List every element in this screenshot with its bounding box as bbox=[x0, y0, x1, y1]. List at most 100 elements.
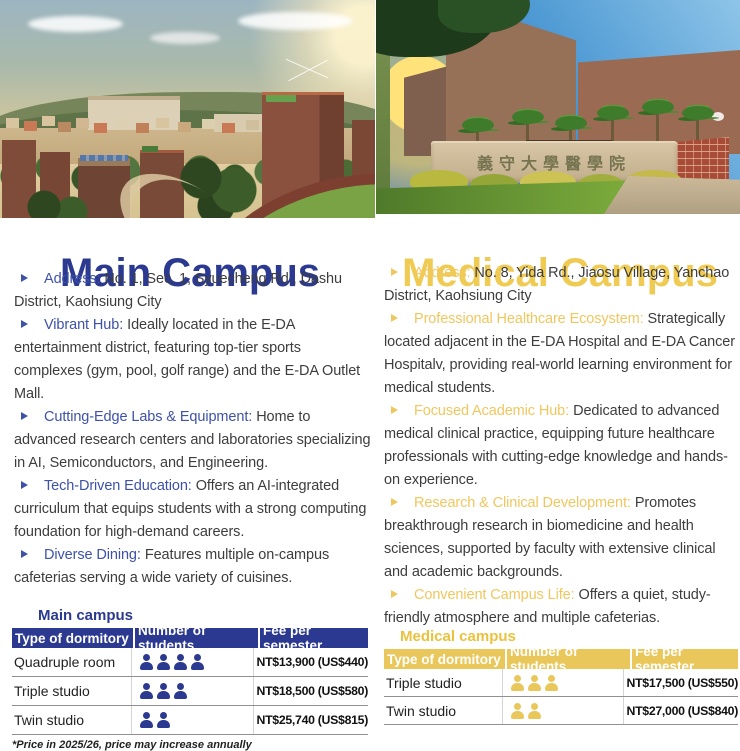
bullet-triangle-icon bbox=[391, 406, 398, 414]
main-campus-feature-list: Address: No. 1, Sec. 1, Syuecheng Rd., Da… bbox=[14, 268, 372, 590]
item-label: Address: bbox=[414, 265, 471, 281]
green-roof bbox=[142, 146, 158, 152]
bullet-triangle-icon bbox=[21, 274, 28, 282]
item-label: Research & Clinical Development: bbox=[414, 495, 631, 511]
list-item: Tech-Driven Education: Offers an AI-integ… bbox=[14, 475, 372, 544]
main-campus-dorm-table: Main campus Type of dormitory Number of … bbox=[12, 607, 368, 751]
trees bbox=[176, 148, 266, 218]
hospital-logo bbox=[712, 112, 724, 121]
palm-tree-icon bbox=[642, 100, 674, 114]
list-item: Diverse Dining: Features multiple on-camp… bbox=[14, 544, 372, 590]
list-item: Focused Academic Hub: Dedicated to advanc… bbox=[384, 400, 740, 492]
person-icon bbox=[510, 674, 524, 691]
item-text: Offers an AI-integrated curriculum that … bbox=[14, 478, 367, 540]
person-icon bbox=[139, 654, 153, 670]
palm-tree-icon bbox=[462, 118, 494, 132]
person-icon bbox=[544, 674, 558, 691]
person-icon bbox=[173, 654, 187, 670]
table-row: Triple studio NT$17,500 (US$550) bbox=[384, 669, 738, 697]
dorm-type-cell: Triple studio bbox=[386, 674, 462, 691]
item-label: Address: bbox=[44, 271, 101, 287]
palm-tree-icon bbox=[682, 106, 714, 120]
item-label: Professional Healthcare Ecosystem: bbox=[414, 311, 644, 327]
bullet-triangle-icon bbox=[21, 550, 28, 558]
dormitory-building bbox=[352, 120, 375, 190]
item-label: Focused Academic Hub: bbox=[414, 403, 570, 419]
medical-campus-photo: 義守大學醫學院 bbox=[376, 0, 740, 214]
table-header-row: Type of dormitory Number of students Fee… bbox=[12, 623, 368, 653]
table-row: Twin studio NT$27,000 (US$840) bbox=[384, 697, 738, 725]
price-footnote: *Price in 2025/26, price may increase an… bbox=[12, 739, 252, 751]
palm-tree-icon bbox=[555, 116, 587, 130]
item-text: Strategically located adjacent in the E-… bbox=[384, 311, 735, 396]
campus-sign-text: 義守大學醫學院 bbox=[476, 156, 631, 173]
medical-campus-heading: Medical Campus bbox=[402, 250, 718, 295]
roof-terrace bbox=[266, 95, 296, 102]
fee-cell: NT$13,900 (US$440) bbox=[256, 655, 369, 669]
bullet-triangle-icon bbox=[21, 320, 28, 328]
person-icon bbox=[139, 712, 153, 728]
item-text: Promotes breakthrough research in biomed… bbox=[384, 495, 716, 580]
header-fee-per-semester: Fee per semester bbox=[258, 623, 368, 653]
table-title: Main campus bbox=[38, 607, 134, 624]
dorm-type-cell: Twin studio bbox=[386, 702, 457, 719]
item-text: No. 8, Yida Rd., Jiaosu Village, Yanchao… bbox=[384, 265, 730, 304]
students-cell bbox=[130, 677, 254, 705]
item-label: Convenient Campus Life: bbox=[414, 587, 575, 603]
item-text: No. 1, Sec. 1, Syuecheng Rd., Dashu Dist… bbox=[14, 271, 342, 310]
item-label: Tech-Driven Education: bbox=[44, 478, 192, 494]
bullet-triangle-icon bbox=[391, 590, 398, 598]
bullet-triangle-icon bbox=[391, 268, 398, 276]
palm-tree-icon bbox=[512, 110, 544, 124]
dorm-type-cell: Twin studio bbox=[14, 712, 85, 728]
table-title: Medical campus bbox=[400, 628, 516, 645]
bullet-triangle-icon bbox=[391, 498, 398, 506]
person-icon bbox=[156, 683, 170, 699]
person-icon bbox=[139, 683, 153, 699]
fee-cell: NT$27,000 (US$840) bbox=[626, 703, 739, 718]
table-row: Triple studio NT$18,500 (US$580) bbox=[12, 677, 368, 706]
trees bbox=[24, 182, 94, 218]
medical-campus-feature-list: Address: No. 8, Yida Rd., Jiaosu Village,… bbox=[384, 262, 740, 630]
list-item: Address: No. 8, Yida Rd., Jiaosu Village,… bbox=[384, 262, 740, 308]
table-header-row: Type of dormitory Number of students Fee… bbox=[384, 644, 738, 674]
students-cell bbox=[130, 706, 254, 734]
fee-cell: NT$17,500 (US$550) bbox=[626, 675, 739, 690]
header-number-of-students: Number of students bbox=[133, 623, 258, 653]
item-label: Diverse Dining: bbox=[44, 547, 141, 563]
palm-trunk bbox=[526, 122, 529, 152]
palm-trunk bbox=[696, 118, 699, 148]
header-type-of-dormitory: Type of dormitory bbox=[15, 630, 129, 646]
item-text: Ideally located in the E-DA entertainmen… bbox=[14, 317, 361, 402]
person-icon bbox=[190, 654, 204, 670]
list-item: Vibrant Hub: Ideally located in the E-DA … bbox=[14, 314, 372, 406]
list-item: Address: No. 1, Sec. 1, Syuecheng Rd., Da… bbox=[14, 268, 372, 314]
table-row: Twin studio NT$25,740 (US$815) bbox=[12, 706, 368, 735]
list-item: Research & Clinical Development: Promotes… bbox=[384, 492, 740, 584]
header-type-of-dormitory: Type of dormitory bbox=[387, 651, 501, 667]
main-campus-photo bbox=[0, 0, 375, 218]
fee-cell: NT$25,740 (US$815) bbox=[256, 713, 369, 727]
dorm-type-cell: Quadruple room bbox=[14, 654, 116, 670]
person-icon bbox=[156, 712, 170, 728]
item-label: Vibrant Hub: bbox=[44, 317, 124, 333]
item-text: Features multiple on-campus cafeterias s… bbox=[14, 547, 330, 586]
person-icon bbox=[527, 702, 541, 719]
students-cell bbox=[501, 697, 624, 724]
bullet-triangle-icon bbox=[21, 481, 28, 489]
item-text: Home to advanced research centers and la… bbox=[14, 409, 371, 471]
bullet-triangle-icon bbox=[21, 412, 28, 420]
main-campus-heading: Main Campus bbox=[59, 250, 321, 295]
solar-roof bbox=[80, 155, 128, 161]
person-icon bbox=[173, 683, 187, 699]
dorm-type-cell: Triple studio bbox=[14, 683, 90, 699]
table-row: Quadruple room NT$13,900 (US$440) bbox=[12, 648, 368, 677]
distant-building bbox=[88, 96, 180, 130]
bullet-triangle-icon bbox=[391, 314, 398, 322]
palm-trunk bbox=[656, 112, 659, 142]
person-icon bbox=[510, 702, 524, 719]
fee-cell: NT$18,500 (US$580) bbox=[256, 684, 369, 698]
students-cell bbox=[130, 648, 254, 676]
cloud bbox=[150, 32, 220, 44]
item-text: Offers a quiet, study-friendly atmospher… bbox=[384, 587, 711, 626]
